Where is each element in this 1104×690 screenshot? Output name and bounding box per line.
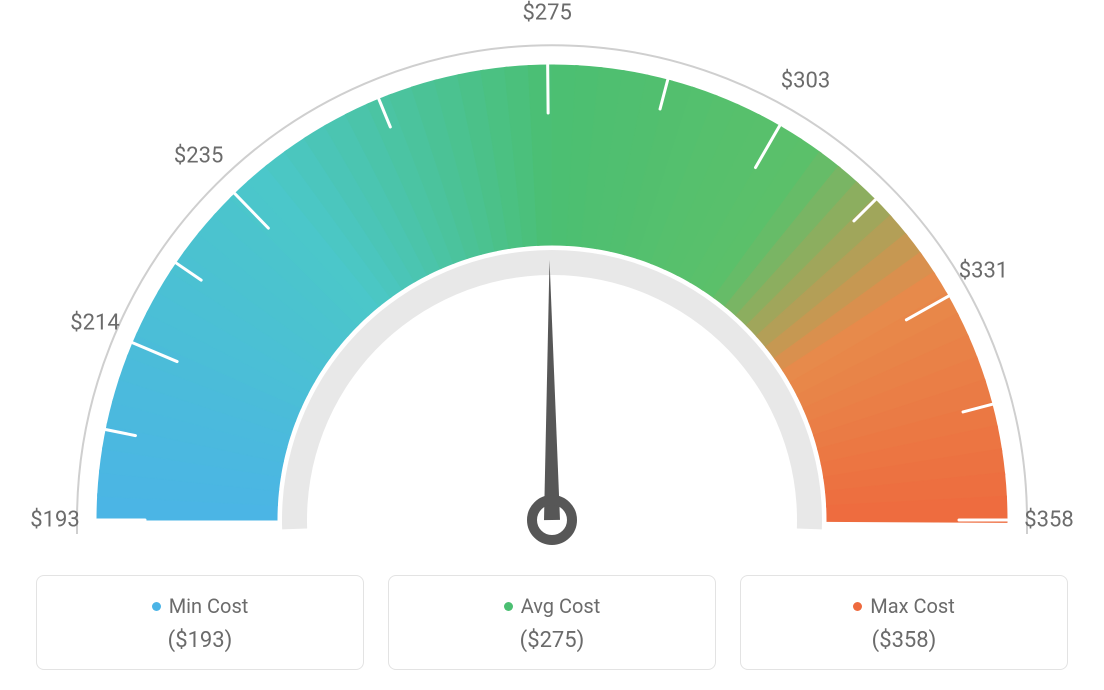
min-cost-label: Min Cost — [169, 594, 249, 618]
min-cost-title: Min Cost — [152, 594, 249, 618]
gauge-tick-label: $331 — [959, 258, 1008, 283]
summary-cards: Min Cost ($193) Avg Cost ($275) Max Cost… — [36, 575, 1068, 670]
gauge-svg — [0, 0, 1104, 560]
gauge-tick-label: $303 — [781, 68, 830, 93]
min-cost-card: Min Cost ($193) — [36, 575, 364, 670]
gauge-tick-label: $275 — [522, 1, 571, 26]
gauge-tick-label: $235 — [174, 144, 223, 169]
gauge-chart: $193 $214 $235 $275 $303 $331 $358 — [0, 0, 1104, 560]
avg-cost-title: Avg Cost — [504, 594, 601, 618]
avg-cost-card: Avg Cost ($275) — [388, 575, 716, 670]
max-cost-value: ($358) — [751, 628, 1057, 653]
gauge-tick-label: $193 — [30, 508, 79, 533]
gauge-tick-label: $214 — [70, 310, 119, 335]
min-dot-icon — [152, 602, 161, 611]
gauge-tick-label: $358 — [1024, 508, 1073, 533]
max-cost-label: Max Cost — [870, 594, 955, 618]
max-cost-card: Max Cost ($358) — [740, 575, 1068, 670]
min-cost-value: ($193) — [47, 628, 353, 653]
avg-dot-icon — [504, 602, 513, 611]
max-dot-icon — [853, 602, 862, 611]
gauge-needle — [544, 260, 560, 520]
avg-cost-value: ($275) — [399, 628, 705, 653]
max-cost-title: Max Cost — [853, 594, 955, 618]
avg-cost-label: Avg Cost — [521, 594, 601, 618]
